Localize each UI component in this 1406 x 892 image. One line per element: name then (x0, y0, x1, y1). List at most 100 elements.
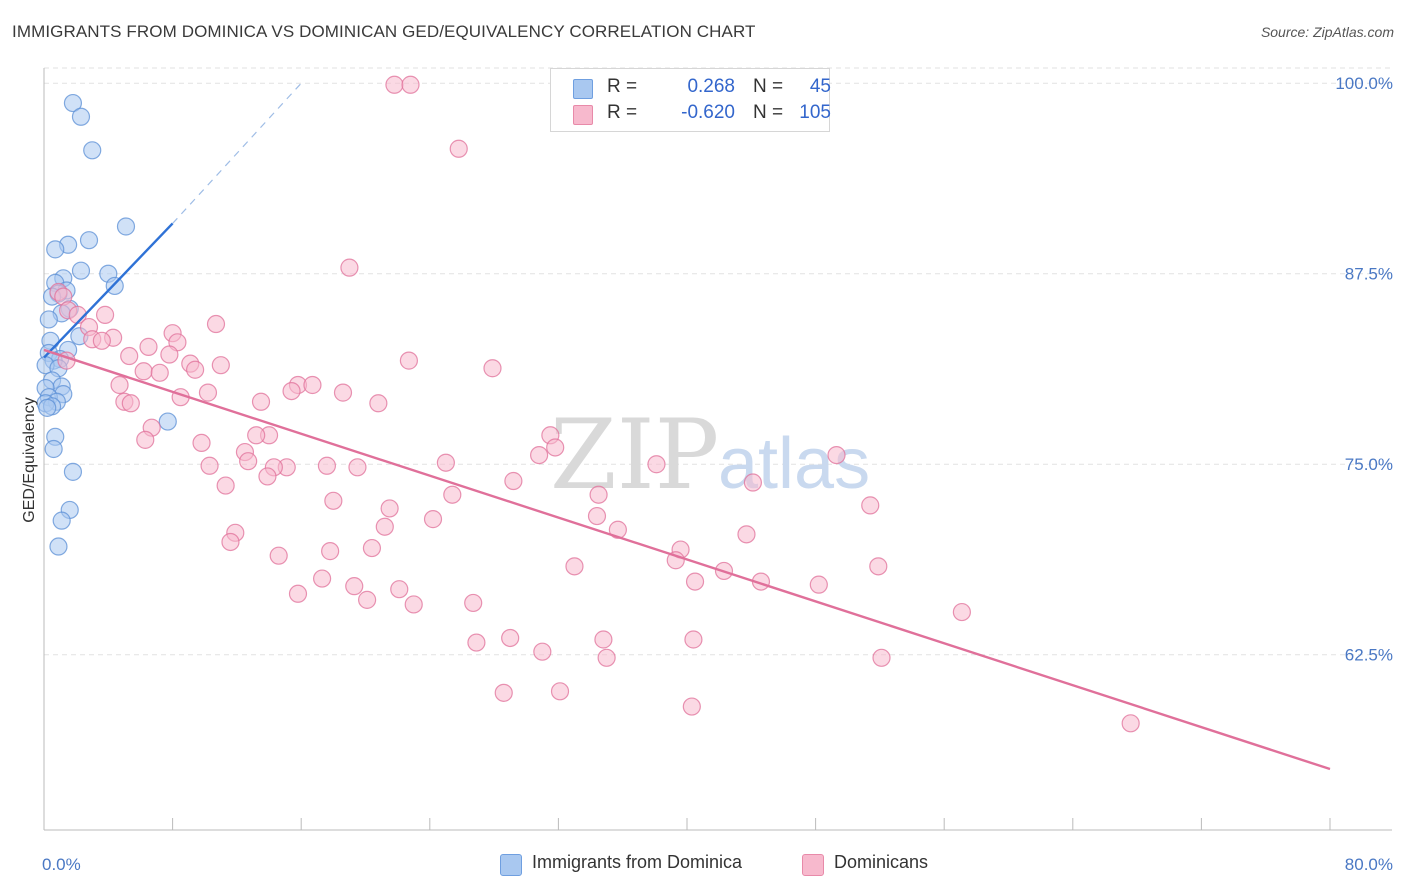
point-dominicans (136, 430, 155, 449)
point-dominicans (211, 356, 230, 375)
series-legend: Immigrants from Dominica Dominicans (0, 852, 1406, 878)
trend-lines (43, 82, 1331, 771)
point-dominica (158, 412, 177, 431)
r-label: R = (607, 102, 638, 123)
y-tick-label: 75.0% (1345, 455, 1393, 474)
point-dominicans (869, 557, 888, 576)
point-dominicans (594, 630, 613, 649)
point-dominicans (258, 467, 277, 486)
point-dominicans (565, 557, 584, 576)
point-dominicans (110, 375, 129, 395)
point-dominicans (385, 75, 404, 94)
point-dominica (63, 462, 83, 481)
point-dominica (52, 511, 71, 530)
y-tick-label: 62.5% (1345, 646, 1393, 665)
point-dominicans (404, 595, 423, 614)
point-dominicans (399, 351, 419, 370)
point-dominicans (530, 445, 549, 465)
legend-swatch-dominicans (802, 854, 824, 876)
point-dominicans (375, 517, 394, 536)
legend-swatch-dominica (573, 79, 593, 99)
trend-line-dominica (43, 222, 174, 359)
point-dominica (71, 261, 91, 280)
n-label: N = (753, 76, 784, 97)
point-dominicans (186, 360, 205, 379)
point-dominicans (120, 346, 139, 366)
point-dominicans (150, 363, 169, 382)
watermark-zip: ZIP (550, 399, 719, 511)
data-points (36, 75, 1140, 733)
point-dominicans (423, 510, 443, 529)
r-label: R = (607, 76, 638, 97)
axes (43, 68, 1392, 831)
point-dominicans (682, 697, 701, 716)
point-dominicans (467, 633, 486, 652)
point-dominicans (647, 455, 666, 474)
point-dominicans (192, 433, 211, 453)
point-dominica (44, 439, 63, 459)
point-dominicans (587, 506, 607, 526)
watermark-atlas: atlas (718, 424, 870, 504)
x-tick-label: 80.0% (1345, 855, 1393, 874)
tick-labels: 62.5% 75.0% 87.5% 100.0% 0.0% 80.0% (42, 74, 1393, 874)
point-dominicans (92, 331, 111, 350)
legend-swatch-dominicans (573, 105, 593, 125)
point-dominicans (221, 532, 240, 552)
point-dominicans (362, 538, 382, 558)
legend-label-dominica: Immigrants from Dominica (532, 852, 743, 872)
point-dominicans (504, 471, 523, 491)
point-dominicans (216, 476, 235, 495)
y-axis-label: GED/Equivalency (21, 397, 38, 522)
point-dominica (38, 398, 57, 417)
point-dominicans (139, 337, 158, 356)
point-dominicans (358, 590, 377, 609)
point-dominica (116, 217, 136, 236)
correlation-legend: R = 0.268 N = 45 R = -0.620 N = 105 (550, 68, 831, 132)
point-dominicans (333, 383, 353, 402)
point-dominicans (533, 642, 552, 661)
point-dominicans (872, 648, 891, 667)
r-value: -0.620 (681, 102, 735, 123)
point-dominica (83, 141, 102, 160)
point-dominicans (501, 628, 520, 648)
point-dominicans (160, 345, 179, 364)
point-dominicans (269, 546, 288, 565)
point-dominicans (589, 485, 608, 504)
point-dominica (63, 93, 83, 113)
point-dominicans (345, 577, 364, 596)
point-dominicans (390, 580, 409, 599)
point-dominicans (443, 485, 462, 504)
y-tick-label: 87.5% (1345, 265, 1393, 284)
point-dominicans (303, 375, 322, 395)
point-dominicans (247, 426, 266, 445)
point-dominicans (743, 473, 763, 492)
point-dominica (46, 240, 65, 259)
point-dominicans (608, 520, 627, 539)
point-dominicans (494, 683, 513, 702)
point-dominicans (546, 438, 565, 457)
point-dominicans (239, 452, 258, 471)
point-dominica (79, 231, 99, 250)
y-tick-label: 100.0% (1335, 74, 1393, 93)
point-dominicans (550, 682, 570, 701)
point-dominicans (312, 569, 332, 588)
point-dominicans (401, 75, 420, 94)
chart-title: IMMIGRANTS FROM DOMINICA VS DOMINICAN GE… (12, 22, 756, 41)
point-dominicans (861, 496, 880, 515)
source-label: Source: ZipAtlas.com (1260, 24, 1394, 40)
point-dominicans (198, 383, 218, 402)
point-dominicans (251, 392, 271, 411)
point-dominicans (317, 456, 337, 475)
point-dominicans (288, 584, 308, 603)
point-dominicans (200, 456, 219, 475)
point-dominicans (952, 602, 971, 622)
watermark: ZIP atlas (550, 399, 870, 511)
point-dominica (105, 276, 124, 296)
point-dominicans (685, 572, 705, 591)
point-dominica (39, 310, 58, 329)
point-dominicans (369, 394, 388, 413)
point-dominicans (321, 542, 340, 561)
n-value: 45 (809, 76, 831, 97)
trend-extension-dominica (172, 82, 302, 224)
